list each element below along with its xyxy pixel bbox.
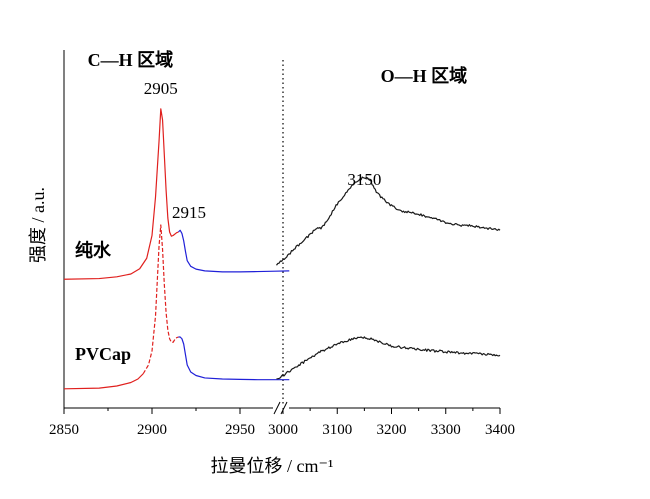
x-tick-label: 3300 — [431, 422, 461, 438]
x-tick-label: 3200 — [377, 422, 407, 438]
x-tick-label: 2850 — [49, 422, 79, 438]
series-line-pvcap-part-1 — [142, 224, 179, 375]
y-axis-title: 强度 / a.u. — [28, 187, 48, 263]
x-tick-label: 2900 — [137, 422, 167, 438]
x-tick-label: 3100 — [322, 422, 352, 438]
series-line-pvcap-part-2 — [178, 336, 290, 381]
series-line-pure-water-part-1 — [177, 229, 290, 273]
axis-break-mark — [273, 401, 281, 415]
x-axis-title: 拉曼位移 / cm⁻¹ — [211, 456, 334, 476]
axis-break-mark — [280, 401, 288, 415]
peak-label: 2915 — [172, 203, 206, 222]
series-line-pure-water-part-0 — [63, 108, 179, 280]
series-line-pure-water-part-2 — [276, 176, 501, 266]
labels-layer: 拉曼位移 / cm⁻¹ 强度 / a.u. C—H 区域 O—H 区域 2905 2915… — [28, 49, 467, 476]
sample-label: PVCap — [75, 344, 131, 364]
sample-label: 纯水 — [75, 240, 112, 261]
series-layer — [63, 108, 501, 390]
peak-label: 2905 — [144, 79, 178, 98]
series-line-pvcap-part-3 — [276, 336, 501, 380]
axes-layer: 2850 2900 2950 3000 3100 3200 3300 3400 — [49, 50, 515, 438]
peak-label: 3150 — [347, 170, 381, 189]
series-line-pvcap-part-0 — [63, 373, 144, 390]
x-tick-label: 2950 — [225, 422, 255, 438]
region-label: C—H 区域 — [88, 49, 174, 70]
x-tick-label: 3000 — [268, 422, 298, 438]
region-label: O—H 区域 — [381, 65, 468, 86]
x-tick-label: 3400 — [485, 422, 515, 438]
